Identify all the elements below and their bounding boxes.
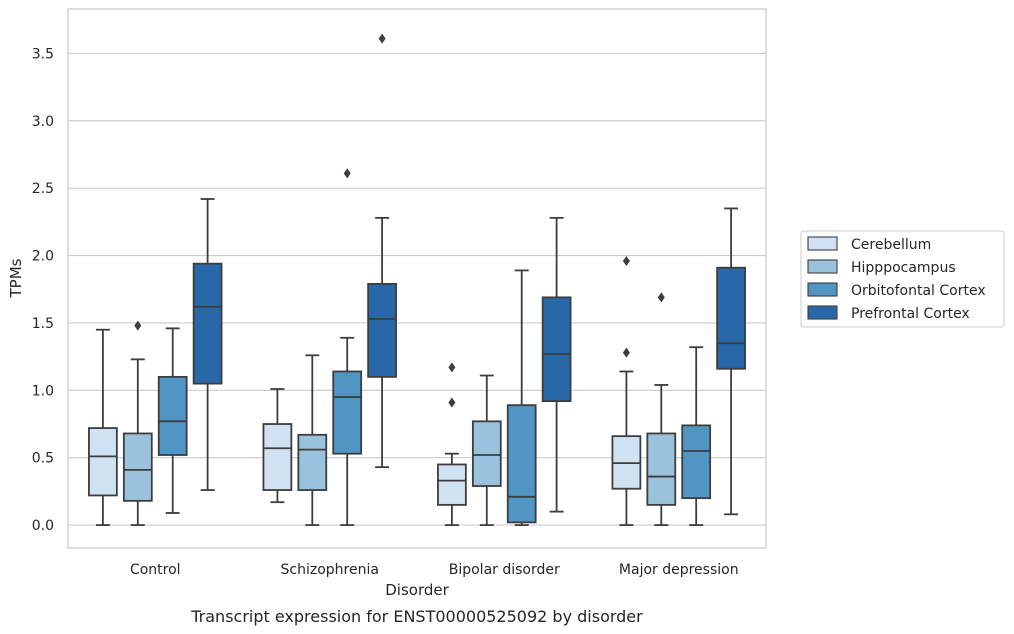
box-body — [716, 266, 746, 370]
x-tick-label-1: Schizophrenia — [281, 562, 379, 578]
box-0-3 — [192, 198, 223, 491]
legend-label-1: Hipppocampus — [851, 260, 956, 276]
box-3-2 — [681, 346, 712, 526]
box-body — [122, 432, 153, 502]
legend-swatch-1 — [807, 259, 838, 274]
box-1-0 — [262, 388, 293, 504]
y-tick-label-2: 1.0 — [32, 383, 54, 399]
box-2-1 — [471, 374, 502, 526]
x-tick-label-3: Major depression — [619, 562, 739, 578]
y-tick-label-3: 1.5 — [32, 316, 54, 332]
y-tick-label-7: 3.5 — [32, 46, 54, 62]
legend-frame — [800, 230, 1005, 328]
box-0-2 — [157, 327, 188, 514]
y-axis-label: TPMs — [7, 258, 25, 298]
legend-swatch-3 — [807, 305, 838, 320]
legend-label-3: Prefrontal Cortex — [851, 306, 970, 322]
box-body — [297, 433, 328, 491]
legend-label-2: Orbitofontal Cortex — [851, 283, 986, 299]
box-body — [471, 420, 502, 487]
y-tick-label-6: 3.0 — [32, 114, 54, 130]
y-tick-label-0: 0.0 — [32, 518, 54, 534]
y-axis-ticks: 0.0 0.5 1.0 1.5 2.0 2.5 3.0 3.5 — [32, 46, 54, 534]
outlier-1 — [622, 255, 630, 266]
box-body — [157, 375, 188, 456]
legend-swatch-0 — [807, 236, 838, 251]
box-2-0 — [437, 362, 467, 526]
box-body — [367, 282, 397, 378]
y-tick-label-4: 2.0 — [32, 249, 54, 265]
box-0-0 — [88, 328, 118, 526]
box-3-1 — [646, 292, 677, 526]
outlier-0 — [343, 168, 351, 179]
box-body — [192, 262, 223, 385]
box-body — [332, 370, 363, 455]
legend-swatch-2 — [807, 282, 838, 297]
y-tick-label-1: 0.5 — [32, 451, 54, 467]
box-body — [646, 432, 677, 506]
box-body — [262, 423, 293, 491]
chart-caption: Transcript expression for ENST0000052509… — [190, 607, 643, 626]
box-body — [681, 424, 712, 500]
box-body — [541, 296, 572, 403]
outlier-0 — [448, 397, 456, 408]
outlier-0 — [134, 320, 142, 331]
box-2-2 — [506, 269, 537, 526]
box-body — [506, 404, 537, 524]
outlier-0 — [657, 292, 665, 303]
box-3-0 — [611, 255, 642, 526]
outlier-0 — [378, 33, 386, 44]
x-axis-label: Disorder — [385, 581, 449, 599]
box-1-2 — [332, 168, 363, 526]
outlier-1 — [448, 362, 456, 373]
x-axis-ticks: Control Schizophrenia Bipolar disorder Majo… — [130, 562, 739, 578]
box-0-1 — [122, 320, 153, 526]
box-2-3 — [541, 216, 572, 513]
x-tick-label-2: Bipolar disorder — [449, 562, 560, 578]
outlier-0 — [622, 347, 630, 358]
box-plots — [88, 33, 746, 526]
box-1-3 — [367, 33, 397, 469]
box-body — [437, 463, 467, 506]
legend: Cerebellum Hipppocampus Orbitofontal Corte… — [800, 230, 1005, 328]
legend-label-0: Cerebellum — [851, 237, 931, 253]
box-1-1 — [297, 354, 328, 526]
plot-area-frame — [67, 8, 767, 549]
box-3-3 — [716, 207, 746, 516]
y-tick-label-5: 2.5 — [32, 181, 54, 197]
x-tick-label-0: Control — [130, 562, 181, 578]
box-body — [88, 427, 118, 497]
